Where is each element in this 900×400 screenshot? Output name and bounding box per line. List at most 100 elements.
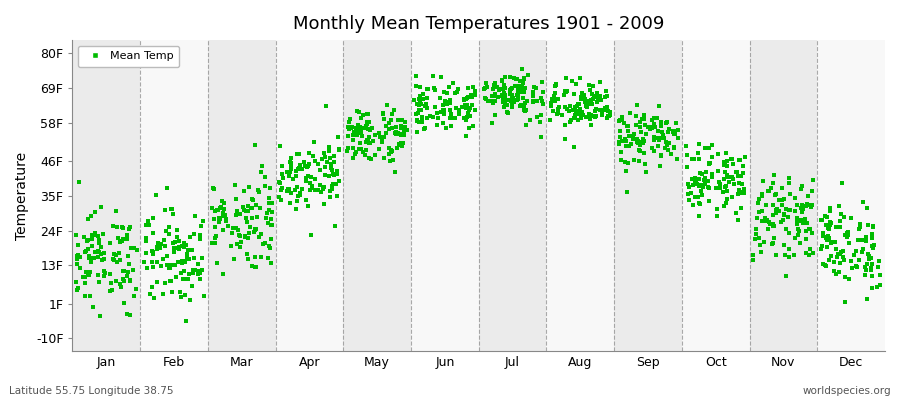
Point [713, 185, 727, 192]
Point [361, 137, 375, 143]
Point [611, 118, 625, 124]
Point [849, 263, 863, 270]
Point [154, 263, 168, 269]
Point [814, 217, 828, 224]
Point [443, 114, 457, 121]
Point [615, 117, 629, 123]
Point [803, 226, 817, 232]
Point [562, 108, 576, 114]
Point [859, 238, 873, 244]
Point [274, 163, 289, 169]
Point [445, 115, 459, 122]
Point [589, 93, 603, 99]
Point [618, 138, 633, 144]
Point [274, 196, 288, 203]
Point [727, 181, 742, 188]
Point [869, 284, 884, 290]
Point [860, 261, 874, 268]
Point [690, 150, 705, 157]
Point [207, 186, 221, 192]
Point [746, 252, 760, 258]
Point [146, 215, 160, 222]
Point [513, 89, 527, 95]
Point [759, 218, 773, 224]
Point [149, 192, 164, 198]
Point [191, 271, 205, 278]
Point [264, 236, 278, 242]
Point [462, 113, 476, 119]
Point [860, 296, 874, 303]
Point [736, 170, 751, 176]
Point [229, 212, 243, 219]
Point [411, 110, 426, 116]
Point [487, 92, 501, 99]
Point [440, 90, 454, 97]
Point [558, 136, 572, 143]
Point [824, 253, 838, 260]
Point [92, 240, 106, 246]
Point [832, 218, 847, 225]
Point [670, 134, 685, 141]
Point [258, 240, 273, 246]
Point [382, 145, 396, 151]
Point [568, 115, 582, 122]
Point [276, 174, 291, 181]
Point [479, 96, 493, 102]
Point [644, 117, 659, 124]
Point [317, 201, 331, 208]
Point [635, 115, 650, 122]
Point [458, 102, 473, 108]
Point [660, 142, 674, 148]
Point [500, 102, 515, 108]
Point [346, 137, 360, 143]
Bar [817, 40, 885, 351]
Point [615, 114, 629, 120]
Point [820, 236, 834, 243]
Point [252, 234, 266, 240]
Point [297, 159, 311, 165]
Point [731, 191, 745, 198]
Point [299, 178, 313, 184]
Point [518, 107, 532, 113]
Point [620, 160, 634, 167]
Point [815, 233, 830, 240]
Point [410, 128, 425, 135]
Point [688, 177, 703, 183]
Point [644, 145, 659, 151]
Point [603, 109, 617, 115]
Point [567, 144, 581, 150]
Point [781, 180, 796, 186]
Point [110, 259, 124, 265]
Point [253, 204, 267, 211]
Point [409, 111, 423, 118]
Point [571, 117, 585, 123]
Point [687, 156, 701, 162]
Point [788, 234, 803, 241]
Point [782, 191, 796, 197]
Point [718, 160, 733, 166]
Point [183, 234, 197, 240]
Point [377, 115, 392, 122]
Point [411, 107, 426, 113]
Point [374, 134, 388, 140]
Point [636, 140, 651, 146]
Point [410, 117, 425, 124]
Point [144, 284, 158, 290]
Point [486, 100, 500, 106]
Point [194, 270, 208, 276]
Point [647, 148, 662, 154]
Point [434, 109, 448, 115]
Point [393, 123, 408, 129]
Point [803, 245, 817, 252]
Point [500, 108, 514, 115]
Point [316, 186, 330, 193]
Point [725, 176, 740, 182]
Point [653, 119, 668, 125]
Point [615, 138, 629, 144]
Point [113, 284, 128, 290]
Point [107, 250, 122, 257]
Point [565, 107, 580, 113]
Point [87, 209, 102, 216]
Point [437, 98, 452, 104]
Point [819, 234, 833, 241]
